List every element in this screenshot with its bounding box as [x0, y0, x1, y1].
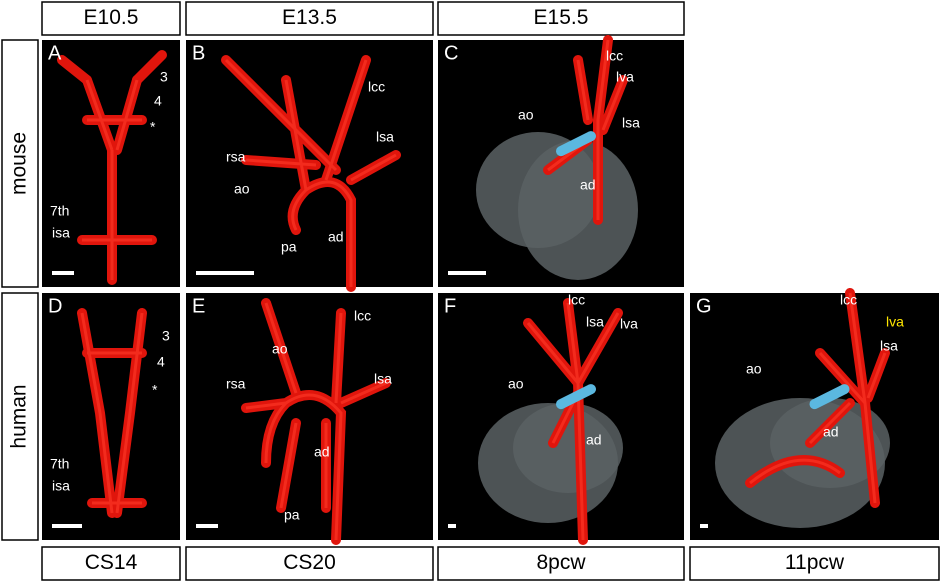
annotation: lcc [568, 292, 585, 308]
vessel-branch [526, 302, 620, 541]
ductus [809, 384, 850, 410]
annotation: lcc [368, 79, 385, 95]
annotation: lcc [606, 48, 623, 64]
row-label-box [1, 39, 39, 288]
annotation: rsa [226, 149, 246, 165]
vessel-branch [80, 312, 144, 514]
annotation: lva [616, 69, 634, 85]
column-footer: CS14 [85, 551, 138, 574]
panel-letter: G [696, 295, 712, 317]
panel-background [186, 293, 433, 540]
panel: D 3 4 * 7th isa [42, 293, 180, 540]
annotation: 4 [157, 354, 165, 370]
panel-letter: F [444, 295, 456, 317]
annotation: pa [284, 507, 300, 523]
heart [518, 140, 638, 280]
panel-letter: D [48, 295, 62, 317]
panel: A 3 4 * 7th isa [42, 40, 180, 287]
annotation: 7th [50, 456, 69, 472]
annotation: ad [823, 424, 839, 440]
annotation: ad [314, 444, 330, 460]
vessel-branch [749, 292, 887, 504]
column-footer-box [185, 546, 434, 581]
annotation: ao [508, 376, 524, 392]
annotation: 4 [154, 93, 162, 109]
annotation: isa [52, 478, 70, 494]
row-label-box [1, 292, 39, 541]
vessel-branch [547, 39, 625, 220]
annotation: ad [580, 177, 596, 193]
column-header: E10.5 [84, 6, 139, 29]
panel-letter: A [48, 42, 62, 64]
column-footer-box [689, 546, 940, 581]
column-footer: 8pcw [536, 551, 586, 574]
annotation: lsa [880, 338, 898, 354]
annotation: 3 [162, 328, 170, 344]
ductus [556, 384, 596, 410]
vessel-branch [82, 79, 152, 280]
column-footer: 11pcw [785, 551, 845, 574]
annotation: lva [886, 314, 904, 330]
annotation: * [152, 382, 158, 398]
annotation: ao [272, 341, 288, 357]
column-footer: CS20 [283, 551, 336, 574]
annotation: isa [52, 225, 70, 241]
column-header-box [437, 1, 685, 36]
annotation: rsa [226, 376, 246, 392]
vessel-branch [245, 302, 387, 541]
annotation: ao [518, 107, 534, 123]
column-header: E13.5 [282, 6, 337, 29]
heart [770, 398, 890, 488]
column-footer-box [437, 546, 685, 581]
annotation: lsa [374, 371, 392, 387]
column-header: E15.5 [534, 6, 589, 29]
annotation: ad [586, 432, 602, 448]
annotation: 3 [160, 69, 168, 85]
panel-letter: B [192, 42, 205, 64]
annotation: lva [620, 316, 638, 332]
column-footer-box [41, 546, 181, 581]
annotation: lcc [840, 292, 857, 308]
annotation: * [150, 119, 156, 135]
annotation: lsa [622, 115, 640, 131]
panel-letter: C [444, 42, 458, 64]
row-label: human [8, 384, 31, 448]
annotation: ad [328, 229, 344, 245]
annotation: lsa [586, 314, 604, 330]
annotation: lcc [354, 308, 371, 324]
annotation: ao [746, 361, 762, 377]
annotation: 7th [50, 203, 69, 219]
heart [513, 403, 623, 493]
annotation: lsa [376, 129, 394, 145]
column-header-box [185, 1, 434, 36]
ductus [556, 131, 596, 157]
panel-letter: E [192, 295, 205, 317]
column-header-box [41, 1, 181, 36]
vessel-branch [224, 58, 397, 287]
vessel [57, 50, 167, 85]
row-label: mouse [8, 132, 31, 195]
annotation: ao [234, 181, 250, 197]
annotation: pa [281, 239, 297, 255]
